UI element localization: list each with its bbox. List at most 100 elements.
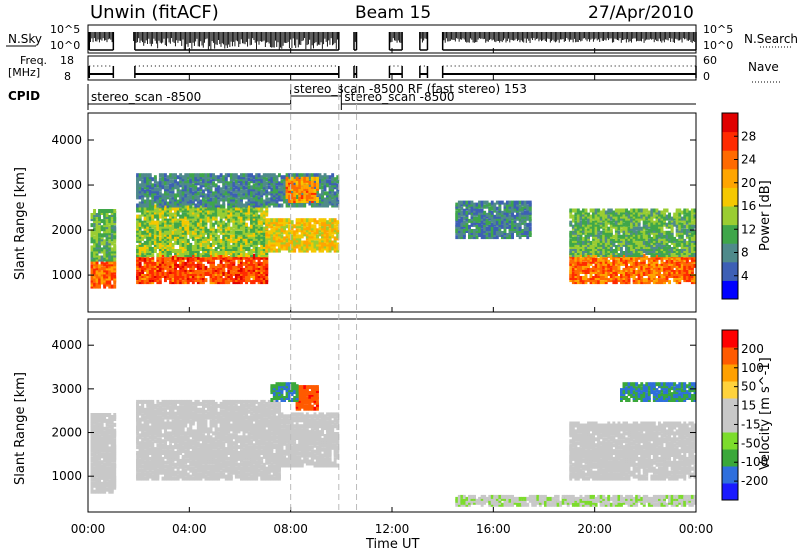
echo-cell — [240, 253, 243, 258]
echo-cell — [169, 259, 172, 264]
echo-cell — [255, 212, 259, 217]
echo-cell — [587, 255, 590, 260]
echo-cell — [105, 282, 109, 287]
echo-cell — [513, 200, 517, 205]
echo-cell — [574, 270, 578, 274]
echo-cell — [98, 282, 101, 287]
echo-cell — [257, 228, 261, 233]
echo-cell — [110, 233, 114, 238]
echo-cell — [229, 206, 233, 211]
echo-cell — [158, 236, 162, 241]
echo-cell — [295, 244, 299, 249]
echo-cell — [174, 270, 177, 274]
echo-cell — [589, 278, 593, 283]
echo-cell — [245, 189, 248, 194]
echo-cell — [569, 238, 573, 243]
echo-cell — [146, 181, 150, 186]
echo-cell — [158, 280, 162, 285]
echo-cell — [166, 253, 170, 258]
echo-cell — [224, 230, 228, 235]
echo-cell — [655, 278, 659, 283]
echo-cell — [204, 173, 208, 178]
echo-cell — [602, 280, 606, 285]
echo-cell — [493, 218, 497, 223]
echo-cell — [242, 228, 246, 233]
echo-cell — [252, 189, 256, 194]
echo-cell — [158, 228, 162, 233]
echo-cell — [571, 224, 575, 229]
echo-cell — [328, 240, 332, 245]
echo-cell — [194, 238, 198, 243]
echo-cell — [635, 278, 639, 283]
echo-cell — [148, 240, 152, 245]
echo-cell — [158, 199, 162, 204]
echo-cell — [265, 177, 269, 182]
echo-cell — [584, 236, 588, 241]
echo-cell — [475, 202, 479, 207]
echo-cell — [331, 234, 335, 239]
echo-cell — [136, 203, 139, 208]
echo-cell — [589, 261, 593, 266]
echo-cell — [594, 240, 598, 245]
echo-cell — [113, 225, 117, 230]
echo-cell — [199, 173, 203, 178]
echo-cell — [280, 203, 284, 208]
echo-cell — [612, 276, 616, 280]
noise-tick-high-left: 10^5 — [50, 23, 80, 36]
echo-cell — [589, 245, 593, 249]
echo-cell — [257, 278, 261, 283]
echo-cell — [632, 270, 636, 274]
echo-cell — [321, 181, 324, 186]
echo-cell — [209, 189, 213, 194]
echo-cell — [179, 228, 183, 233]
echo-cell — [148, 212, 152, 217]
echo-cell — [569, 255, 573, 260]
echo-cell — [300, 173, 304, 178]
echo-cell — [207, 267, 210, 272]
echo-cell — [151, 236, 155, 241]
echo-cell — [113, 215, 117, 219]
echo-cell — [174, 249, 177, 253]
echo-cell — [171, 242, 175, 247]
echo-cell — [212, 216, 215, 221]
echo-cell — [683, 270, 687, 274]
echo-cell — [148, 220, 152, 225]
echo-cell — [219, 253, 223, 258]
echo-cell — [222, 212, 226, 217]
echo-cell — [202, 214, 205, 219]
echo-cell — [90, 245, 94, 250]
echo-cell — [194, 253, 198, 258]
echo-cell — [158, 212, 162, 217]
echo-cell — [587, 220, 590, 225]
echo-cell — [186, 195, 190, 200]
echo-cell — [219, 210, 223, 215]
echo-region-0 — [90, 258, 117, 289]
echo-cell — [262, 253, 266, 258]
echo-cell — [599, 255, 603, 260]
echo-cell — [232, 220, 236, 225]
echo-cell — [321, 248, 324, 253]
echo-cell — [316, 220, 319, 225]
echo-cell — [229, 181, 233, 186]
echo-cell — [95, 213, 99, 217]
echo-cell — [288, 195, 291, 199]
echo-cell — [199, 199, 203, 204]
echo-cell — [252, 255, 256, 260]
echo-cell — [293, 232, 297, 237]
echo-cell — [171, 245, 175, 249]
echo-cell — [470, 218, 474, 223]
echo-cell — [207, 206, 210, 211]
echo-cell — [582, 270, 585, 274]
echo-cell — [478, 218, 481, 223]
echo-cell — [285, 188, 289, 193]
echo-cell — [148, 245, 152, 249]
echo-cell — [217, 206, 221, 211]
echo-cell — [295, 240, 299, 245]
echo-cell — [93, 253, 96, 258]
echo-cell — [171, 181, 175, 186]
echo-cell — [245, 270, 248, 274]
echo-cell — [495, 210, 499, 215]
echo-cell — [171, 179, 175, 184]
echo-cell — [103, 225, 107, 230]
echo-cell — [90, 229, 94, 234]
